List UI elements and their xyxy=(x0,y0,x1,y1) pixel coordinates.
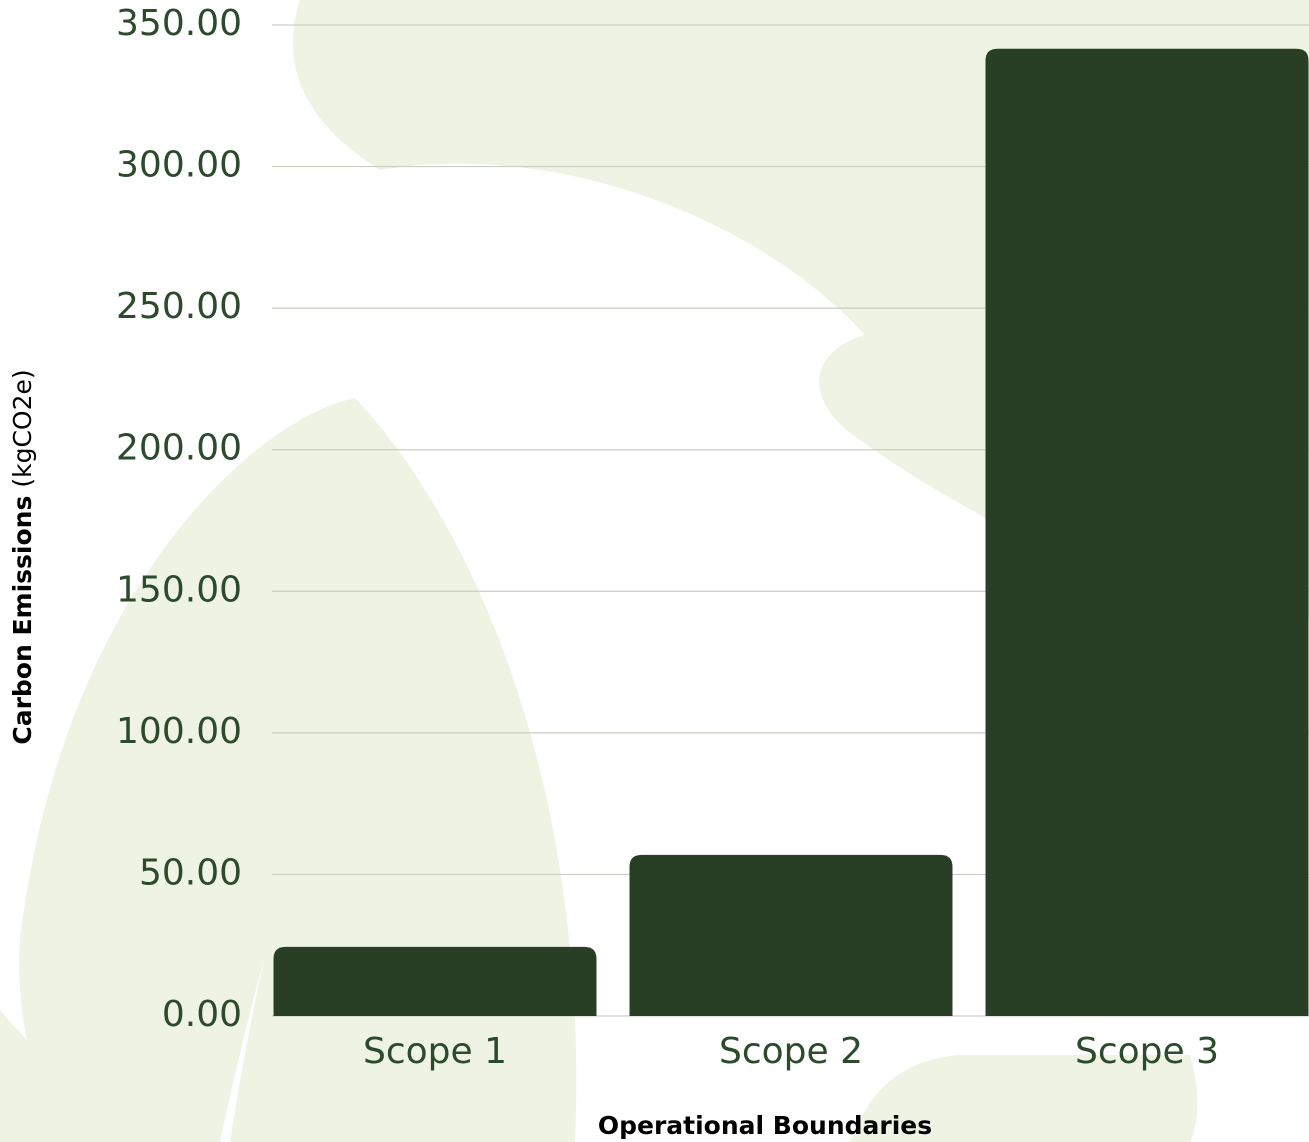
bar xyxy=(630,855,953,1016)
y-tick-label: 200.00 xyxy=(116,428,242,469)
x-tick-label: Scope 3 xyxy=(1075,1031,1219,1072)
bar xyxy=(274,947,597,1016)
x-axis-title: Operational Boundaries xyxy=(598,1111,932,1140)
y-tick-label: 100.00 xyxy=(116,711,242,752)
y-axis-title-main: Carbon Emissions xyxy=(8,496,37,745)
chart: Operational Boundaries Carbon Emissions (… xyxy=(0,0,1309,1142)
y-axis-title-unit: (kgCO2e) xyxy=(8,369,37,487)
x-tick-label: Scope 2 xyxy=(719,1031,863,1072)
y-axis-title: Carbon Emissions (kgCO2e) xyxy=(8,369,37,744)
x-tick-label: Scope 1 xyxy=(363,1031,507,1072)
y-tick-label: 250.00 xyxy=(116,286,242,327)
bar xyxy=(986,49,1309,1016)
y-tick-label: 0.00 xyxy=(162,994,242,1035)
y-tick-label: 150.00 xyxy=(116,569,242,610)
y-tick-label: 50.00 xyxy=(139,852,242,893)
y-tick-label: 350.00 xyxy=(116,3,242,44)
y-tick-label: 300.00 xyxy=(116,145,242,186)
